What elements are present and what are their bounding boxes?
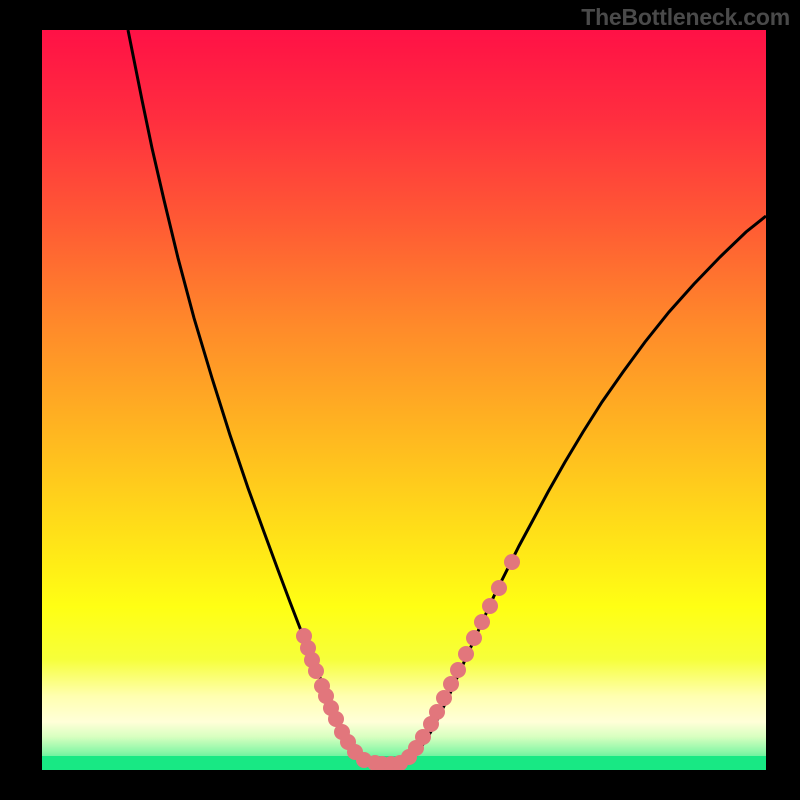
- marker-group: [296, 554, 520, 770]
- plot-area: [42, 30, 766, 770]
- data-marker: [450, 662, 466, 678]
- data-marker: [466, 630, 482, 646]
- data-marker: [429, 704, 445, 720]
- data-marker: [491, 580, 507, 596]
- watermark-text: TheBottleneck.com: [581, 4, 790, 31]
- data-marker: [308, 663, 324, 679]
- bottleneck-curve-svg: [42, 30, 766, 770]
- data-marker: [458, 646, 474, 662]
- data-marker: [482, 598, 498, 614]
- data-marker: [436, 690, 452, 706]
- data-marker: [504, 554, 520, 570]
- data-marker: [443, 676, 459, 692]
- data-marker: [474, 614, 490, 630]
- curve-left: [128, 30, 377, 763]
- curve-right: [405, 216, 766, 763]
